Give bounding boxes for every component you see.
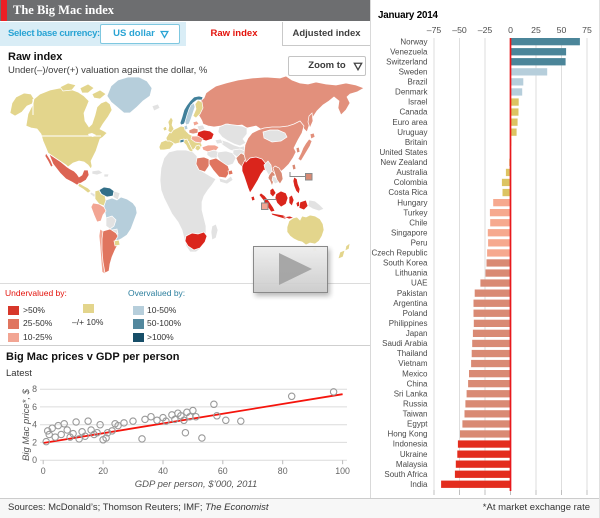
svg-text:New Zealand: New Zealand	[380, 158, 427, 167]
svg-text:Israel: Israel	[408, 98, 428, 107]
svg-text:50: 50	[557, 25, 567, 35]
svg-text:Switzerland: Switzerland	[386, 57, 427, 66]
svg-text:25: 25	[531, 25, 541, 35]
svg-text:Czech Republic: Czech Republic	[371, 249, 427, 258]
svg-text:UAE: UAE	[411, 279, 427, 288]
svg-text:Uruguay: Uruguay	[397, 128, 427, 137]
svg-text:2: 2	[32, 437, 37, 447]
svg-text:8: 8	[32, 384, 37, 394]
svg-text:Lithuania: Lithuania	[395, 269, 428, 278]
svg-text:0: 0	[41, 466, 46, 476]
svg-text:–50: –50	[452, 25, 467, 35]
svg-text:0: 0	[508, 25, 513, 35]
svg-text:Saudi Arabia: Saudi Arabia	[382, 339, 428, 348]
svg-text:Pakistan: Pakistan	[397, 289, 428, 298]
svg-text:Canada: Canada	[399, 108, 428, 117]
svg-text:Big Mac price*, $: Big Mac price*, $	[21, 388, 32, 461]
svg-text:Vietnam: Vietnam	[398, 359, 428, 368]
svg-text:Hungary: Hungary	[397, 198, 427, 207]
svg-text:Taiwan: Taiwan	[403, 410, 428, 419]
svg-text:Britain: Britain	[405, 138, 428, 147]
svg-text:South Africa: South Africa	[384, 470, 428, 479]
svg-text:Euro area: Euro area	[392, 118, 428, 127]
svg-text:Singapore: Singapore	[391, 228, 428, 237]
svg-text:Turkey: Turkey	[403, 208, 427, 217]
svg-text:Mexico: Mexico	[402, 369, 428, 378]
svg-text:Egypt: Egypt	[407, 420, 428, 429]
svg-text:Sweden: Sweden	[399, 68, 428, 77]
svg-text:–75: –75	[427, 25, 442, 35]
svg-text:60: 60	[218, 466, 228, 476]
svg-text:0: 0	[32, 455, 37, 465]
svg-text:100: 100	[335, 466, 350, 476]
svg-text:Ukraine: Ukraine	[400, 450, 428, 459]
svg-text:South Korea: South Korea	[383, 259, 428, 268]
svg-text:China: China	[407, 379, 428, 388]
svg-text:Colombia: Colombia	[394, 178, 428, 187]
svg-text:Russia: Russia	[403, 400, 428, 409]
svg-text:Denmark: Denmark	[395, 88, 428, 97]
svg-text:4: 4	[32, 420, 37, 430]
svg-text:India: India	[410, 480, 428, 489]
svg-text:80: 80	[278, 466, 288, 476]
svg-text:Poland: Poland	[403, 309, 428, 318]
svg-text:Norway: Norway	[400, 37, 427, 46]
svg-text:Costa Rica: Costa Rica	[388, 188, 428, 197]
svg-text:6: 6	[32, 402, 37, 412]
svg-text:Peru: Peru	[411, 239, 428, 248]
svg-text:75: 75	[582, 25, 592, 35]
svg-text:Philippines: Philippines	[389, 319, 428, 328]
svg-text:Brazil: Brazil	[407, 78, 427, 87]
svg-text:20: 20	[98, 466, 108, 476]
svg-text:Indonesia: Indonesia	[393, 440, 428, 449]
svg-text:Thailand: Thailand	[397, 349, 428, 358]
svg-text:Japan: Japan	[406, 329, 428, 338]
svg-text:–25: –25	[478, 25, 493, 35]
svg-text:Malaysia: Malaysia	[396, 460, 428, 469]
svg-text:Hong Kong: Hong Kong	[387, 430, 427, 439]
svg-text:Sri Lanka: Sri Lanka	[394, 389, 428, 398]
svg-text:Australia: Australia	[396, 168, 428, 177]
svg-text:United States: United States	[379, 148, 427, 157]
svg-text:Argentina: Argentina	[393, 299, 428, 308]
svg-text:Venezuela: Venezuela	[390, 47, 428, 56]
svg-text:Chile: Chile	[409, 218, 428, 227]
svg-text:GDP per person, $’000, 2011: GDP per person, $’000, 2011	[135, 479, 258, 490]
svg-text:40: 40	[158, 466, 168, 476]
